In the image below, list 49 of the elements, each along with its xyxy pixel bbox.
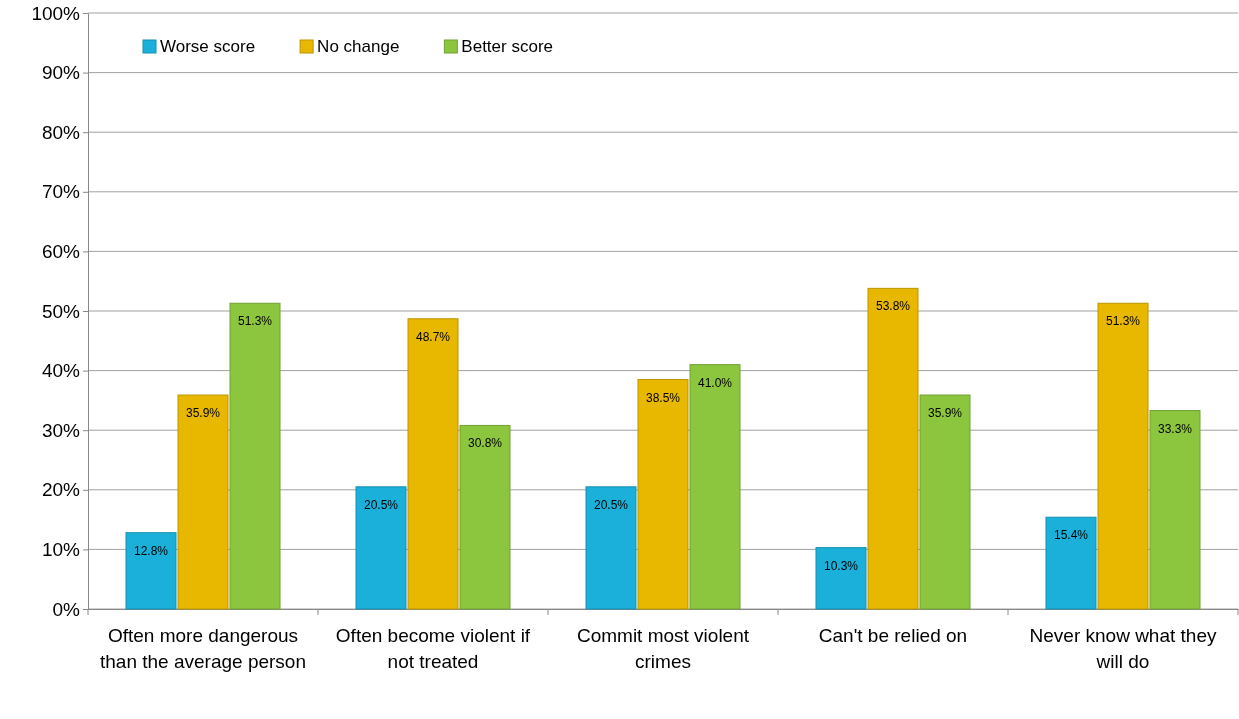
data-label: 53.8% [875,299,911,314]
data-label: 35.9% [927,406,963,421]
data-label: 30.8% [467,436,503,451]
bar [689,364,741,610]
y-tick-label: 10% [41,538,81,560]
data-label: 15.4% [1053,528,1089,543]
x-tick-label: Commit most violent crimes [576,625,750,672]
data-label: 48.7% [415,329,451,344]
bar [637,379,689,610]
data-label: 20.5% [363,497,399,512]
x-tick-label: Often more dangerous than the average person [100,625,306,672]
legend-label: Better score [461,37,553,56]
bar [459,424,511,610]
y-tick-label: 30% [41,419,81,441]
y-tick-label: 70% [41,181,81,203]
data-label: 33.3% [1157,421,1193,436]
data-label: 41.0% [697,375,733,390]
y-tick-label: 100% [31,2,81,24]
bar [355,486,407,610]
y-tick-label: 90% [41,62,81,84]
bar [1149,410,1201,610]
data-label: 51.3% [1105,314,1141,329]
bar [1097,302,1149,610]
y-tick-label: 40% [41,360,81,382]
data-label: 38.5% [645,390,681,405]
y-tick-label: 60% [41,240,81,262]
bar [919,394,971,610]
bar [867,287,919,610]
y-tick-label: 50% [41,300,81,322]
y-tick-label: 80% [41,121,81,143]
bar [1045,516,1097,610]
y-tick-label: 20% [41,479,81,501]
x-tick-label: Often become violent if not treated [335,625,531,672]
data-label: 12.8% [133,543,169,558]
x-tick-label: Can't be relied on [818,625,968,646]
bar [229,302,281,610]
legend-label: Worse score [160,37,256,56]
data-label: 51.3% [237,314,273,329]
data-label: 10.3% [823,558,859,573]
bar [177,394,229,610]
legend-label: No change [317,37,400,56]
y-tick-label: 0% [52,598,81,620]
bar [407,318,459,610]
bar [125,532,177,610]
x-tick-label: Never know what they will do [1029,625,1217,672]
bar [585,486,637,610]
data-label: 20.5% [593,497,629,512]
data-label: 35.9% [185,406,221,421]
bar [815,547,867,610]
